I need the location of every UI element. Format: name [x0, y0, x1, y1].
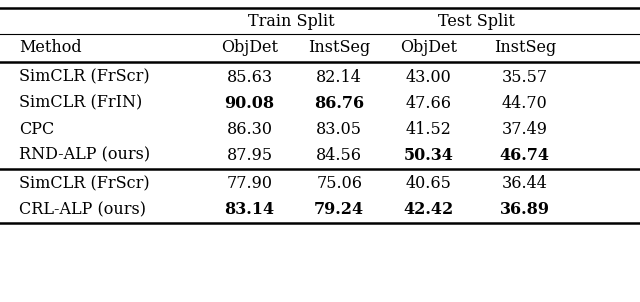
Text: 79.24: 79.24	[314, 201, 364, 219]
Text: InstSeg: InstSeg	[308, 40, 371, 56]
Text: CRL-ALP (ours): CRL-ALP (ours)	[19, 201, 146, 219]
Text: 43.00: 43.00	[406, 69, 452, 85]
Text: 42.42: 42.42	[404, 201, 454, 219]
Text: 46.74: 46.74	[500, 146, 550, 163]
Text: 40.65: 40.65	[406, 175, 452, 192]
Text: InstSeg: InstSeg	[493, 40, 556, 56]
Text: 87.95: 87.95	[227, 146, 273, 163]
Text: Method: Method	[19, 40, 82, 56]
Text: SimCLR (FrScr): SimCLR (FrScr)	[19, 69, 150, 85]
Text: 36.44: 36.44	[502, 175, 548, 192]
Text: 47.66: 47.66	[406, 95, 452, 111]
Text: 35.57: 35.57	[502, 69, 548, 85]
Text: 75.06: 75.06	[316, 175, 362, 192]
Text: 83.14: 83.14	[225, 201, 275, 219]
Text: 37.49: 37.49	[502, 120, 548, 137]
Text: 82.14: 82.14	[316, 69, 362, 85]
Text: 77.90: 77.90	[227, 175, 273, 192]
Text: RND-ALP (ours): RND-ALP (ours)	[19, 146, 150, 163]
Text: 86.30: 86.30	[227, 120, 273, 137]
Text: SimCLR (FrIN): SimCLR (FrIN)	[19, 95, 143, 111]
Text: Train Split: Train Split	[248, 12, 335, 30]
Text: 44.70: 44.70	[502, 95, 548, 111]
Text: 90.08: 90.08	[225, 95, 275, 111]
Text: 83.05: 83.05	[316, 120, 362, 137]
Text: CPC: CPC	[19, 120, 54, 137]
Text: 86.76: 86.76	[314, 95, 364, 111]
Text: ObjDet: ObjDet	[221, 40, 278, 56]
Text: Test Split: Test Split	[438, 12, 515, 30]
Text: 50.34: 50.34	[404, 146, 454, 163]
Text: ObjDet: ObjDet	[400, 40, 458, 56]
Text: 85.63: 85.63	[227, 69, 273, 85]
Text: 41.52: 41.52	[406, 120, 452, 137]
Text: SimCLR (FrScr): SimCLR (FrScr)	[19, 175, 150, 192]
Text: 36.89: 36.89	[500, 201, 550, 219]
Text: 84.56: 84.56	[316, 146, 362, 163]
